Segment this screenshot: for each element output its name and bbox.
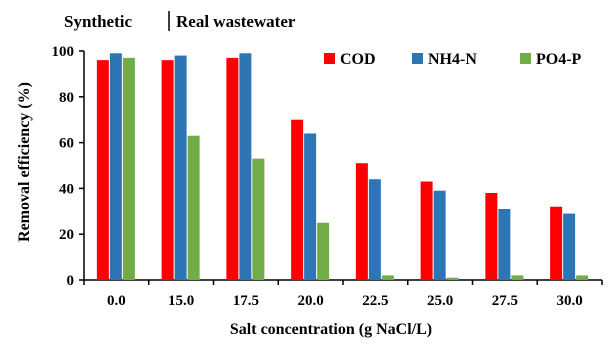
bar-cod-25-0 bbox=[420, 181, 433, 280]
x-tick-label: 22.5 bbox=[362, 293, 388, 309]
x-tick-label: 0.0 bbox=[107, 293, 126, 309]
bar-po4-p-17-5 bbox=[252, 158, 265, 280]
bar-cod-22-5 bbox=[355, 163, 368, 280]
x-tick-label: 20.0 bbox=[298, 293, 324, 309]
legend-label-po4-p: PO4-P bbox=[536, 51, 582, 68]
bar-nh4-n-27-5 bbox=[498, 209, 511, 280]
bar-po4-p-25-0 bbox=[446, 277, 459, 280]
y-axis-title: Removal efficiency (%) bbox=[16, 82, 33, 242]
header-synthetic-label: Synthetic bbox=[64, 12, 132, 31]
bar-po4-p-30-0 bbox=[576, 275, 589, 280]
x-axis-title: Salt concentration (g NaCl/L) bbox=[230, 321, 432, 338]
x-tick-label: 27.5 bbox=[492, 293, 518, 309]
bar-cod-27-5 bbox=[485, 192, 498, 280]
legend-swatch-po4-p bbox=[520, 53, 531, 64]
bar-nh4-n-20-0 bbox=[304, 133, 317, 280]
bar-cod-30-0 bbox=[550, 206, 563, 280]
y-tick-label: 100 bbox=[52, 44, 75, 60]
legend-swatch-cod bbox=[324, 53, 335, 64]
bar-po4-p-27-5 bbox=[511, 275, 524, 280]
bar-nh4-n-25-0 bbox=[433, 190, 446, 280]
legend: COD NH4-N PO4-P bbox=[324, 51, 582, 68]
bar-cod-0-0 bbox=[96, 60, 109, 280]
y-tick-label: 60 bbox=[59, 136, 74, 152]
bar-nh4-n-17-5 bbox=[239, 53, 252, 280]
x-tick-label: 17.5 bbox=[233, 293, 259, 309]
x-tick-label: 25.0 bbox=[427, 293, 453, 309]
y-tick-label: 40 bbox=[59, 181, 74, 197]
x-tick-label: 15.0 bbox=[168, 293, 194, 309]
legend-label-nh4-n: NH4-N bbox=[428, 51, 477, 68]
bar-cod-15-0 bbox=[161, 60, 174, 280]
y-tick-label: 80 bbox=[59, 90, 74, 106]
bar-nh4-n-22-5 bbox=[368, 179, 381, 280]
x-tick-label: 30.0 bbox=[557, 293, 583, 309]
y-tick-label: 20 bbox=[59, 227, 74, 243]
plot-area: 0 20 40 60 80 100 0.0 15.0 17.5 20.0 22.5 25.0 27.5 3… bbox=[52, 44, 603, 309]
bar-nh4-n-0-0 bbox=[109, 53, 122, 280]
header-real-wastewater-label: Real wastewater bbox=[176, 12, 296, 31]
bar-po4-p-15-0 bbox=[187, 135, 200, 280]
bar-nh4-n-15-0 bbox=[174, 55, 187, 280]
bar-cod-17-5 bbox=[226, 57, 239, 281]
bar-cod-20-0 bbox=[291, 119, 304, 280]
bar-po4-p-22-5 bbox=[381, 275, 394, 280]
y-tick-label: 0 bbox=[67, 273, 75, 289]
bar-po4-p-0-0 bbox=[122, 57, 135, 281]
bar-nh4-n-30-0 bbox=[563, 213, 576, 280]
bar-po4-p-20-0 bbox=[317, 222, 330, 280]
legend-swatch-nh4-n bbox=[412, 53, 423, 64]
legend-label-cod: COD bbox=[340, 51, 376, 68]
